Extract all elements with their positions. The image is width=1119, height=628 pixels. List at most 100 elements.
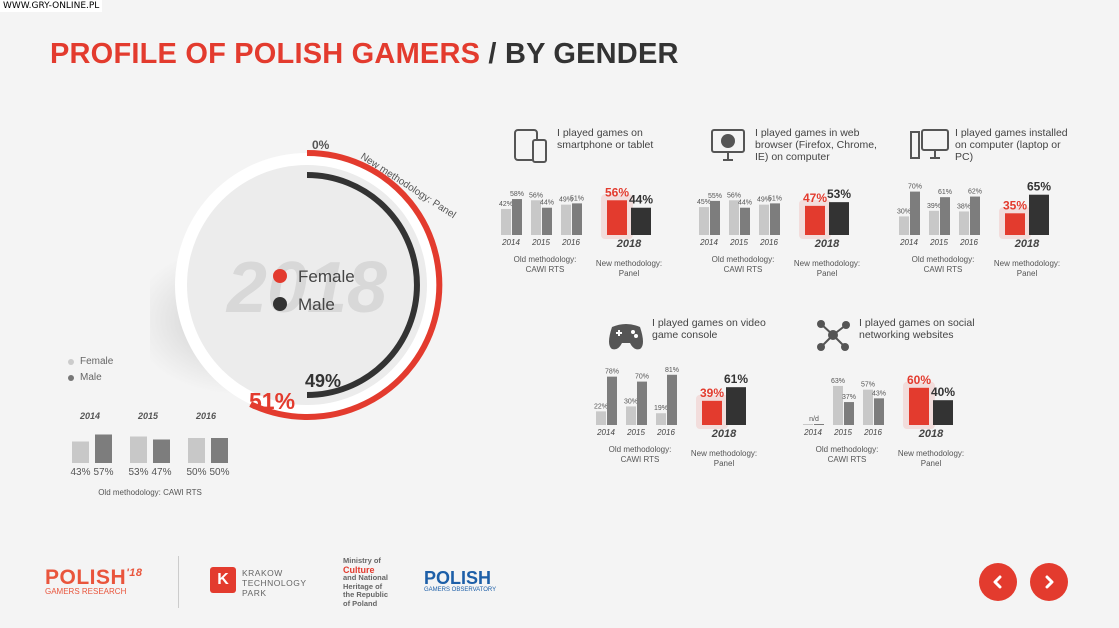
old-female-label: 57% <box>861 382 875 389</box>
overall-old-bars: 2014 43% 57% 2015 53% 47% 2016 50% 50% <box>70 411 229 478</box>
old-male-label: 78% <box>605 369 619 376</box>
old-methodology-label: Old methodology: CAWI RTS <box>495 255 595 275</box>
prev-slide-button[interactable] <box>979 563 1017 601</box>
title-main: PROFILE OF POLISH GAMERS <box>50 38 481 70</box>
old-female-bar <box>959 211 969 235</box>
overall-female-label: 53% <box>128 467 148 478</box>
old-male-label: 70% <box>908 184 922 191</box>
panel-chart: 45%55% 2014 56%44% 2015 49%51% 2016 47% 53% 2018 <box>697 187 851 250</box>
old-male-bar <box>740 207 750 235</box>
old-male-label: 58% <box>510 191 524 198</box>
old-male-bar <box>874 398 884 425</box>
new-methodology-line-2: Panel <box>713 459 735 468</box>
old-female-label: 22% <box>594 403 608 410</box>
old-male-bar <box>542 207 552 235</box>
old-male-bar <box>637 381 647 425</box>
new-methodology-line-1: New methodology: <box>897 449 965 458</box>
overall-male-label: 50% <box>209 467 229 478</box>
old-female-label: 56% <box>727 192 741 199</box>
overall-male-bar <box>211 438 228 463</box>
new-female-bar <box>702 400 722 425</box>
old-female-label: 56% <box>529 192 543 199</box>
old-male-label: 81% <box>665 367 679 374</box>
site-watermark: WWW.GRY-ONLINE.PL <box>0 0 103 12</box>
old-male-bar <box>512 199 522 235</box>
new-methodology-line-1: New methodology: <box>595 259 663 268</box>
new-female-label: 56% <box>605 185 629 199</box>
old-female-bar <box>501 208 511 235</box>
new-male-label: 61% <box>724 372 748 386</box>
overall-male-bar <box>153 439 170 463</box>
new-methodology-line-2: Panel <box>920 459 942 468</box>
donut-zero-label: 0% <box>312 138 330 152</box>
old-year-label: 2016 <box>656 428 675 437</box>
smartphone-tablet-icon <box>514 129 547 163</box>
gamepad-icon <box>609 324 643 350</box>
old-legend-female-dot <box>68 358 74 365</box>
old-year-label: 2014 <box>596 428 615 437</box>
old-male-bar <box>940 197 950 235</box>
old-male-label: 44% <box>540 200 554 207</box>
new-methodology-line-1: New methodology: <box>690 449 758 458</box>
ministry-line-4: Heritage of <box>343 581 383 591</box>
new-female-label: 35% <box>1003 198 1027 212</box>
old-female-label: 63% <box>831 378 845 385</box>
old-female-bar <box>699 207 709 235</box>
ministry-line-3: and National <box>343 573 389 582</box>
old-methodology-label: Old methodology: CAWI RTS <box>893 255 993 275</box>
old-legend: Female Male <box>68 356 113 383</box>
donut-inner-disc <box>187 165 427 405</box>
smartphone-tablet-icon-wrap <box>514 129 547 163</box>
old-male-bar <box>770 203 780 235</box>
desktop-computer-icon-wrap <box>910 129 949 159</box>
ministry-line-6: of Poland <box>343 598 378 608</box>
old-year-label: 2014 <box>501 238 520 247</box>
old-male-bar <box>970 196 980 235</box>
old-male-bar <box>910 191 920 235</box>
old-male-label: 51% <box>768 195 782 202</box>
old-year-label: 2016 <box>561 238 580 247</box>
old-female-bar <box>759 204 769 235</box>
old-year-label: 2014 <box>899 238 918 247</box>
panel-web-browser: I played games in web browser (Firefox, … <box>693 125 883 285</box>
panel-chart: 22% 78% 2014 30% 70% 2015 19% 81% 2016 39%61% 2018 <box>594 367 748 440</box>
old-female-label: 39% <box>927 203 941 210</box>
new-female-bar <box>909 387 929 425</box>
legend-male-dot <box>273 297 287 311</box>
new-methodology-line-1: New methodology: <box>793 259 861 268</box>
old-methodology-line-1: Old methodology: <box>513 255 577 264</box>
pg-logo-text: POLISH <box>45 566 127 589</box>
old-methodology-line-2: CAWI RTS <box>620 455 660 464</box>
page-title: PROFILE OF POLISH GAMERS / BY GENDER <box>50 38 679 71</box>
old-methodology-label: Old methodology: CAWI RTS <box>797 445 897 465</box>
new-female-bar <box>607 200 627 235</box>
new-methodology-label: New methodology: Panel <box>690 449 758 469</box>
new-year-label: 2018 <box>814 238 840 250</box>
new-year-label: 2018 <box>1014 238 1040 250</box>
old-legend-female: Female <box>68 356 113 367</box>
old-male-label: 62% <box>968 189 982 196</box>
old-year-label: 2015 <box>626 428 645 437</box>
male-percent: 49% <box>305 371 341 391</box>
overall-female-label: 43% <box>70 467 90 478</box>
old-female-bar <box>561 204 571 235</box>
new-methodology-label: New methodology: Panel <box>793 259 861 279</box>
old-year-label: 2014 <box>803 428 822 437</box>
old-female-label: 30% <box>897 208 911 215</box>
old-legend-female-label: Female <box>80 356 114 367</box>
overall-female-bar <box>72 441 89 463</box>
old-male-bar <box>710 200 720 235</box>
title-sub: / BY GENDER <box>480 38 679 70</box>
old-male-label: 43% <box>872 390 886 397</box>
new-female-bar <box>805 205 825 235</box>
old-male-bar <box>814 424 824 425</box>
old-male-label: 51% <box>570 195 584 202</box>
old-methodology-line-1: Old methodology: <box>711 255 775 264</box>
next-slide-button[interactable] <box>1030 563 1068 601</box>
new-male-bar <box>933 400 953 425</box>
old-female-label: n/d <box>809 416 819 423</box>
ktp-line-3: PARK <box>242 588 267 598</box>
panel-console: I played games on video game console 22% 7… <box>590 315 780 475</box>
old-female-bar <box>803 424 813 425</box>
old-methodology-line-2: CAWI RTS <box>923 265 963 274</box>
